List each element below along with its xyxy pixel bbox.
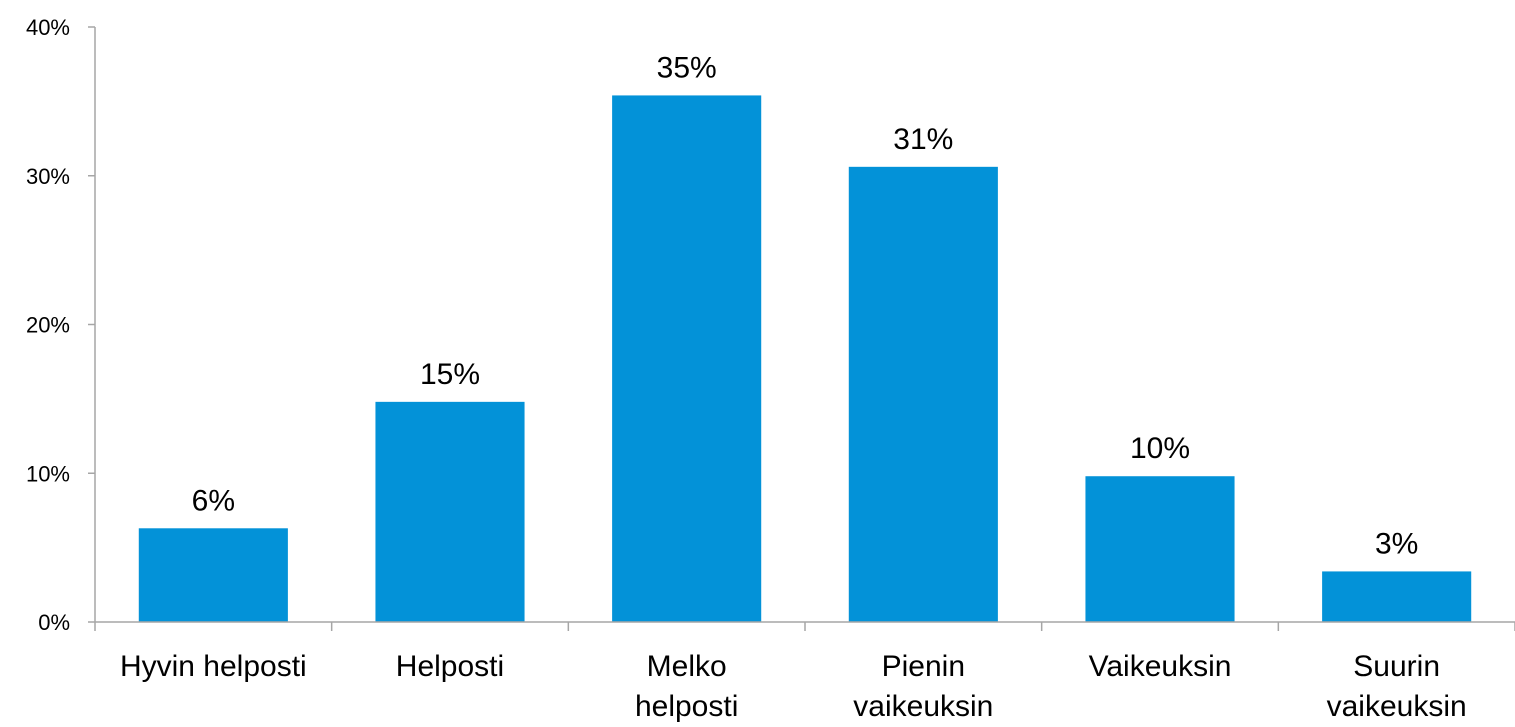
bar: [1322, 571, 1472, 622]
bar: [138, 528, 288, 622]
x-category-label: vaikeuksin: [853, 690, 993, 723]
x-category-label: Pienin: [882, 650, 965, 683]
bar: [1085, 476, 1235, 622]
x-category-label: Hyvin helposti: [120, 650, 307, 683]
data-label: 3%: [1375, 527, 1418, 560]
data-label: 6%: [192, 484, 235, 517]
y-axis-ticks: 0% 10% 20% 30% 40%: [26, 15, 95, 635]
x-category-label: Helposti: [396, 650, 504, 683]
x-category-label: helposti: [635, 690, 738, 723]
bar: [848, 166, 998, 622]
y-tick-label: 10%: [26, 461, 70, 486]
x-category-label: vaikeuksin: [1327, 690, 1467, 723]
y-tick-label: 20%: [26, 313, 70, 338]
bar: [612, 95, 762, 623]
bar: [375, 401, 525, 622]
y-tick-label: 0%: [38, 610, 70, 635]
y-tick-label: 40%: [26, 15, 70, 40]
y-tick-label: 30%: [26, 164, 70, 189]
data-label: 35%: [657, 51, 717, 84]
x-category-label: Melko: [647, 650, 727, 683]
data-labels: 6% 15% 35% 31% 10% 3%: [192, 51, 1419, 560]
x-axis-categories: Hyvin helposti Helposti Melko helposti Pieni…: [94, 622, 1515, 723]
x-category-label: Vaikeuksin: [1089, 650, 1232, 683]
data-label: 31%: [893, 123, 953, 156]
x-category-label: Suurin: [1353, 650, 1440, 683]
bars: [138, 95, 1472, 623]
data-label: 15%: [420, 358, 480, 391]
data-label: 10%: [1130, 432, 1190, 465]
